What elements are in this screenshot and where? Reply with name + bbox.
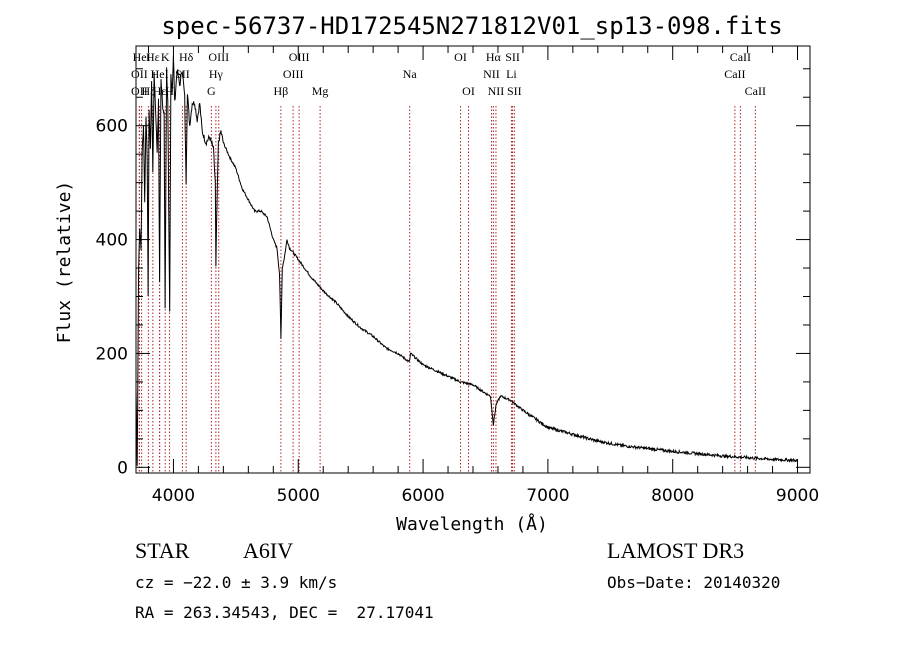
- line-marker-label: Hε: [146, 50, 160, 64]
- line-marker-label: Na: [403, 67, 418, 81]
- line-marker-label: Mg: [312, 84, 329, 98]
- x-axis-label: Wavelength (Å): [396, 513, 548, 535]
- line-marker-label: H: [165, 84, 174, 98]
- line-marker-label: OIII: [283, 67, 304, 81]
- line-marker-label: CaII: [724, 67, 745, 81]
- line-marker-label: OIII: [289, 50, 310, 64]
- y-tick-label: 0: [117, 458, 128, 478]
- y-tick-label: 400: [96, 231, 128, 251]
- line-marker-label: Li: [506, 67, 517, 81]
- y-tick-label: 600: [96, 117, 128, 137]
- line-marker-label: OII: [131, 84, 148, 98]
- line-marker-label: G: [207, 84, 216, 98]
- x-tick-label: 9000: [776, 486, 819, 506]
- line-marker-label: K: [161, 50, 170, 64]
- y-tick-label: 200: [96, 344, 128, 364]
- line-marker-label: HeI: [133, 50, 151, 64]
- x-tick-label: 5000: [277, 486, 320, 506]
- spectrum-line: [135, 56, 798, 466]
- line-marker-label: SII: [507, 84, 522, 98]
- line-marker-label: CaII: [730, 50, 751, 64]
- plot-frame: [135, 45, 811, 474]
- line-marker-label: OIII: [208, 50, 229, 64]
- survey-name: LAMOST DR3: [607, 538, 745, 563]
- line-marker-label: Hα: [486, 50, 502, 64]
- x-tick-label: 6000: [401, 486, 444, 506]
- x-tick-label: 4000: [152, 486, 195, 506]
- line-marker-label: CaII: [745, 84, 766, 98]
- line-marker-label: NII: [483, 67, 500, 81]
- x-tick-label: 7000: [526, 486, 569, 506]
- observation-date: Obs−Date: 20140320: [607, 573, 781, 592]
- line-marker-label: SII: [505, 50, 520, 64]
- redshift-cz: cz = −22.0 ± 3.9 km/s: [135, 573, 338, 592]
- line-marker-label: NII: [488, 84, 505, 98]
- axis-ticks: 4000 5000 6000 7000 8000 9000 0 200 400 600: [96, 46, 819, 506]
- line-marker-label: Hβ: [274, 84, 289, 98]
- line-marker-label: Hδ: [179, 50, 194, 64]
- object-subclass: A6IV: [243, 538, 294, 563]
- line-marker-label: HeI: [151, 67, 169, 81]
- chart-title: spec-56737-HD172545N271812V01_sp13-098.f…: [161, 12, 782, 40]
- x-tick-label: 8000: [651, 486, 694, 506]
- line-marker-label: OII: [131, 67, 148, 81]
- y-axis-label: Flux (relative): [54, 181, 75, 344]
- line-marker-label: Hε: [153, 84, 167, 98]
- ra-dec-coordinates: RA = 263.34543, DEC = 27.17041: [135, 603, 434, 622]
- object-class: STAR: [135, 538, 190, 563]
- line-marker-label: OI: [462, 84, 475, 98]
- line-marker-label: Hγ: [209, 67, 224, 81]
- line-marker-label: OI: [454, 50, 467, 64]
